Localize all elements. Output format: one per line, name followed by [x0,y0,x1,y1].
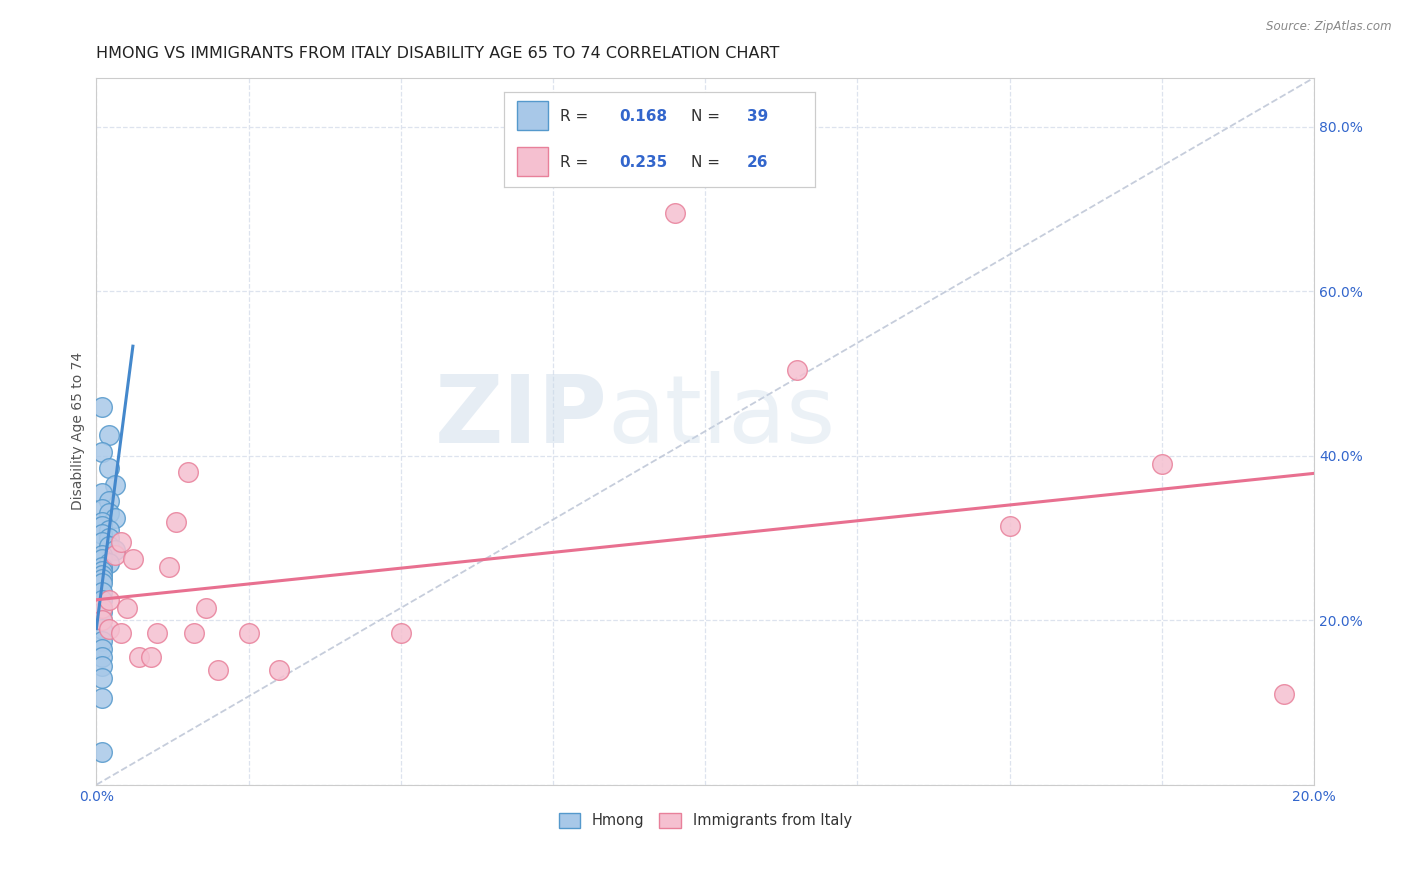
Point [97,539,120,553]
Point [165,515,187,529]
Point [176,465,198,479]
Point [91,535,114,549]
Point [91,745,114,759]
Point [91,551,114,566]
Point [91,584,114,599]
Point [664,206,686,220]
Point [267,663,290,677]
Point [238,625,260,640]
Point [91,622,114,636]
Point [115,601,138,615]
Point [97,556,120,570]
Point [97,461,120,475]
Point [786,362,808,376]
Point [104,477,127,491]
Point [91,613,114,627]
Point [207,663,229,677]
Legend: Hmong, Immigrants from Italy: Hmong, Immigrants from Italy [553,807,858,834]
Point [91,658,114,673]
Point [1150,457,1173,471]
Point [146,625,169,640]
Point [97,592,120,607]
Point [91,592,114,607]
Point [91,486,114,500]
Point [91,650,114,665]
Point [97,494,120,508]
Point [91,559,114,574]
Point [194,601,217,615]
Point [104,510,127,524]
Point [97,622,120,636]
Point [97,507,120,521]
Point [122,551,145,566]
Point [157,559,180,574]
Point [128,650,150,665]
Point [91,633,114,648]
Point [91,576,114,591]
Text: Source: ZipAtlas.com: Source: ZipAtlas.com [1267,20,1392,33]
Point [91,671,114,685]
Point [141,650,163,665]
Point [110,535,132,549]
Point [91,444,114,458]
Point [91,518,114,533]
Point [91,691,114,706]
Y-axis label: Disability Age 65 to 74: Disability Age 65 to 74 [72,352,86,510]
Point [998,518,1021,533]
Point [91,605,114,619]
Text: HMONG VS IMMIGRANTS FROM ITALY DISABILITY AGE 65 TO 74 CORRELATION CHART: HMONG VS IMMIGRANTS FROM ITALY DISABILIT… [97,46,780,62]
Point [91,601,114,615]
Point [97,531,120,545]
Point [183,625,205,640]
Text: atlas: atlas [607,371,837,463]
Point [91,642,114,657]
Point [91,601,114,615]
Point [91,515,114,529]
Point [1272,687,1295,701]
Point [389,625,412,640]
Point [97,428,120,442]
Point [97,523,120,537]
Point [91,572,114,586]
Point [91,527,114,541]
Point [110,625,132,640]
Text: ZIP: ZIP [434,371,607,463]
Point [91,548,114,562]
Point [91,613,114,627]
Point [91,400,114,414]
Point [104,548,127,562]
Point [91,568,114,582]
Point [91,564,114,578]
Point [104,543,127,558]
Point [91,502,114,516]
